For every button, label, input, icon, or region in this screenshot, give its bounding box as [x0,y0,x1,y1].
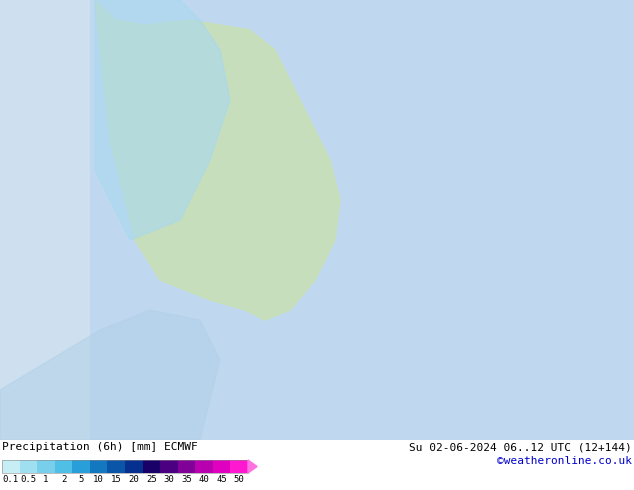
Text: 0.5: 0.5 [20,475,36,484]
Text: Precipitation (6h) [mm] ECMWF: Precipitation (6h) [mm] ECMWF [2,442,198,452]
Text: 15: 15 [111,475,122,484]
Text: 35: 35 [181,475,192,484]
Text: 5: 5 [79,475,84,484]
Text: 40: 40 [198,475,209,484]
Polygon shape [95,0,230,240]
Bar [107,460,125,473]
Text: Su 02-06-2024 06..12 UTC (12+144): Su 02-06-2024 06..12 UTC (12+144) [410,442,632,452]
Text: 30: 30 [164,475,174,484]
Text: 25: 25 [146,475,157,484]
Bar [195,460,213,473]
Bar [37,460,55,473]
Bar [160,460,178,473]
Text: 50: 50 [234,475,245,484]
Bar [55,460,72,473]
Bar [2,460,20,473]
Text: 45: 45 [216,475,227,484]
Polygon shape [0,310,220,440]
Bar [20,460,37,473]
Bar [178,460,195,473]
Text: 10: 10 [93,475,104,484]
Polygon shape [95,0,340,320]
Text: 0.1: 0.1 [3,475,19,484]
Text: 2: 2 [61,475,66,484]
Polygon shape [248,460,257,473]
Bar [0,0,90,440]
Bar [230,460,248,473]
Text: 1: 1 [43,475,49,484]
Bar [90,460,107,473]
Bar [213,460,230,473]
Text: ©weatheronline.co.uk: ©weatheronline.co.uk [497,456,632,466]
Bar [72,460,90,473]
Text: 20: 20 [129,475,139,484]
Bar [125,460,143,473]
Bar [143,460,160,473]
Bar [2,460,248,473]
